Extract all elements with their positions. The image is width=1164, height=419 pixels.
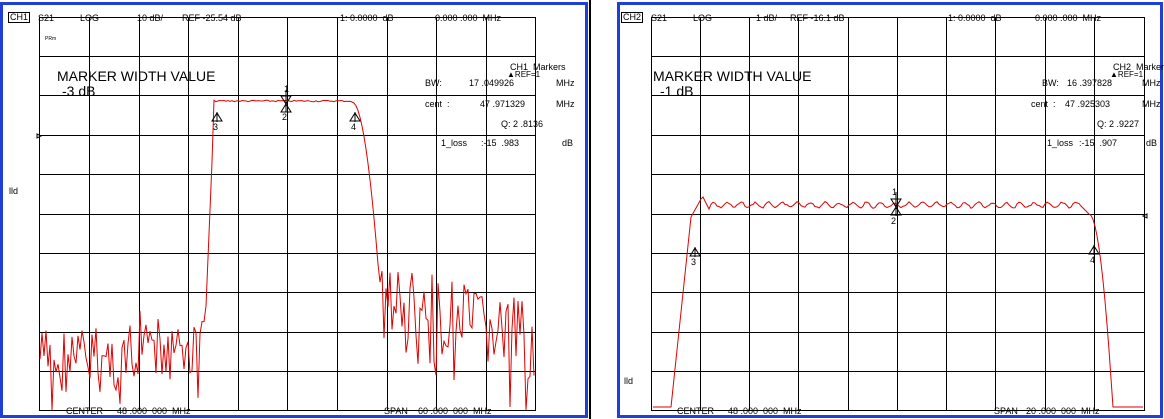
channel-1-loss-label: 1_loss bbox=[441, 138, 468, 148]
marker-4-label: 4 bbox=[1090, 255, 1096, 265]
channel-1-format: LOG bbox=[80, 13, 100, 23]
channel-2-markers-ref: ▲REF=1 bbox=[1110, 70, 1144, 79]
marker-3-symbol bbox=[689, 247, 701, 257]
channel-1-panel: CH1 S21 LOG 10 dB/ REF -25.54 dB 1: 0.00… bbox=[0, 0, 589, 419]
channel-2-marker-width-title: MARKER WIDTH VALUE bbox=[653, 68, 812, 84]
reference-pointer-icon bbox=[36, 133, 43, 139]
channel-1-parameter: S21 bbox=[38, 13, 55, 23]
channel-1-reference: REF -25.54 dB bbox=[182, 13, 242, 23]
channel-1-marker-readout: 1: 0.0000 dB bbox=[340, 13, 394, 23]
channel-1-bw-unit: MHz bbox=[556, 78, 575, 88]
channel-1-center-freq-label: CENTER bbox=[66, 406, 104, 416]
channel-1-center-label: cent : bbox=[425, 99, 450, 109]
channel-2-reference: REF -16.1 dB bbox=[790, 13, 845, 23]
channel-1-grid bbox=[39, 17, 536, 411]
marker-4-label: 4 bbox=[351, 122, 357, 132]
channel-2-tag[interactable]: CH2 bbox=[621, 12, 644, 23]
channel-1-markers-header: CH1 Markers bbox=[510, 62, 566, 72]
channel-2-center-unit: MHz bbox=[1142, 99, 1161, 109]
marker-2-label: 2 bbox=[891, 216, 897, 226]
channel-2-parameter: S21 bbox=[651, 13, 668, 23]
channel-2-bw-label: BW: bbox=[1042, 78, 1059, 88]
panel-divider bbox=[589, 0, 591, 419]
channel-2-q-label: Q: bbox=[1097, 119, 1107, 129]
channel-2-marker-frequency: 0.000 .000 MHz bbox=[1035, 13, 1102, 23]
channel-1-span-label: SPAN bbox=[384, 406, 408, 416]
channel-1-center-unit: MHz bbox=[556, 99, 575, 109]
channel-1-small-label: PRm bbox=[45, 36, 57, 42]
channel-1-loss-value: :-15 .983 bbox=[481, 138, 520, 148]
channel-2-border bbox=[617, 2, 1163, 418]
channel-2-center-freq-label: CENTER bbox=[677, 406, 715, 416]
channel-1-markers bbox=[36, 90, 361, 139]
channel-2-trace bbox=[653, 196, 1143, 408]
channel-1-side-label: lld bbox=[9, 186, 19, 196]
channel-2-loss-value: :-15 .907 bbox=[1079, 138, 1118, 148]
channel-2-span-label: SPAN bbox=[994, 406, 1018, 416]
marker-1-2-symbol bbox=[890, 192, 902, 216]
channel-2-loss-label: 1_loss bbox=[1047, 138, 1074, 148]
marker-2-label: 2 bbox=[282, 112, 288, 122]
channel-2-display bbox=[617, 2, 1163, 418]
channel-2-marker-width-level: -1 dB bbox=[660, 83, 694, 99]
marker-4-symbol bbox=[349, 112, 361, 122]
channel-1-markers-ref: ▲REF=1 bbox=[507, 70, 541, 79]
channel-1-bw-value: 17 .049926 bbox=[469, 78, 515, 88]
channel-2-span-value: 20 .000 000 MHz bbox=[1026, 406, 1100, 416]
channel-1-center-freq-value: 48 .000 000 MHz bbox=[117, 406, 191, 416]
marker-4-symbol bbox=[1088, 245, 1100, 255]
channel-2-center-label: cent : bbox=[1031, 99, 1056, 109]
marker-3-label: 3 bbox=[213, 122, 219, 132]
channel-2-markers-header: CH2 Markers bbox=[1113, 62, 1164, 72]
channel-2-loss-unit: dB bbox=[1146, 138, 1158, 148]
reference-pointer-icon bbox=[1141, 213, 1148, 219]
channel-1-marker-width-title: MARKER WIDTH VALUE bbox=[57, 68, 216, 84]
channel-1-q-value: 2 .8136 bbox=[513, 119, 544, 129]
channel-2-bw-unit: MHz bbox=[1142, 78, 1161, 88]
channel-1-trace bbox=[39, 99, 535, 411]
channel-2-center-freq-value: 48 .000 000 MHz bbox=[728, 406, 802, 416]
channel-1-span-value: 60 .000 000 MHz bbox=[418, 406, 492, 416]
marker-3-symbol bbox=[211, 112, 223, 122]
channel-2-side-label: lld bbox=[624, 376, 634, 386]
channel-2-panel: CH2 S21 LOG 1 dB/ REF -16.1 dB 1: 0.0000… bbox=[591, 0, 1164, 419]
marker-1-label: 1 bbox=[892, 187, 898, 197]
marker-1-2-symbol bbox=[280, 90, 292, 113]
marker-3-label: 3 bbox=[691, 257, 697, 267]
channel-2-q-value: 2 .9227 bbox=[1109, 119, 1140, 129]
channel-2-marker-readout: 1: 0.0000 dB bbox=[948, 13, 1002, 23]
channel-1-tag[interactable]: CH1 bbox=[8, 12, 31, 23]
channel-1-q-label: Q: bbox=[501, 119, 511, 129]
channel-1-center-value: 47 .971329 bbox=[480, 99, 526, 109]
channel-1-display bbox=[0, 2, 588, 418]
channel-1-border bbox=[0, 2, 588, 418]
channel-1-scale: 10 dB/ bbox=[137, 13, 164, 23]
channel-2-markers bbox=[689, 192, 1148, 257]
channel-1-loss-unit: dB bbox=[562, 138, 574, 148]
channel-2-format: LOG bbox=[693, 13, 713, 23]
channel-2-scale: 1 dB/ bbox=[756, 13, 778, 23]
channel-1-bw-label: BW: bbox=[425, 78, 442, 88]
channel-1-marker-frequency: 0.000 .000 MHz bbox=[435, 13, 502, 23]
channel-2-bw-value: 16 .397828 bbox=[1067, 78, 1113, 88]
channel-2-center-value: 47 .925303 bbox=[1065, 99, 1111, 109]
marker-1-label: 1 bbox=[284, 84, 290, 94]
channel-1-marker-width-level: -3 dB bbox=[62, 83, 96, 99]
